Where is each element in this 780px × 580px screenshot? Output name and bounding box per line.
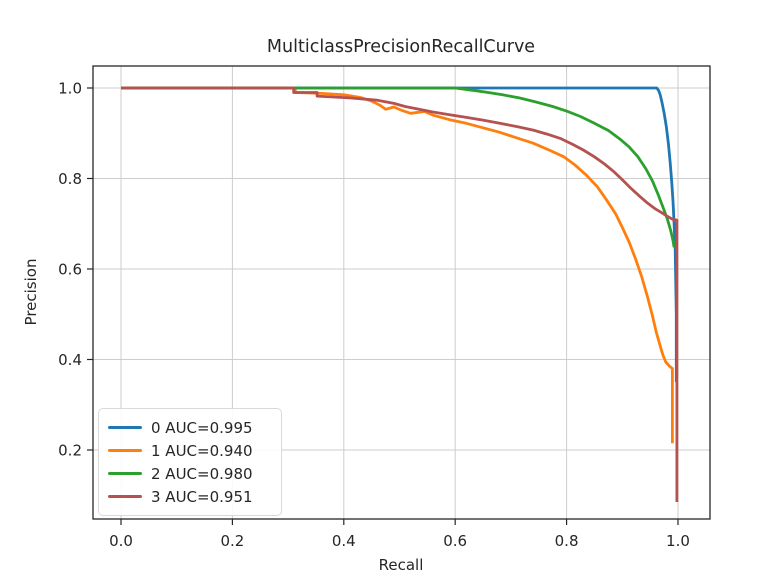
y-axis-label: Precision bbox=[22, 259, 40, 326]
legend-line-swatch bbox=[108, 425, 142, 430]
y-tick-label: 0.4 bbox=[58, 351, 82, 369]
legend-label: 2 AUC=0.980 bbox=[151, 464, 253, 483]
series-lines bbox=[121, 86, 679, 502]
x-axis-label: Recall bbox=[379, 556, 424, 574]
legend-line-swatch bbox=[108, 448, 142, 453]
axis-ticks: 0.0 0.2 0.4 0.6 0.8 1.0 0.2 0.4 0.6 0.8 1.0 bbox=[58, 79, 690, 550]
y-tick-label: 0.6 bbox=[58, 260, 82, 278]
legend-item-class-2: 2 AUC=0.980 bbox=[108, 462, 271, 485]
y-tick-label: 0.8 bbox=[58, 170, 82, 188]
x-tick-label: 0.6 bbox=[443, 532, 467, 550]
legend-label: 1 AUC=0.940 bbox=[151, 441, 253, 460]
x-tick-label: 1.0 bbox=[666, 532, 690, 550]
series-line-class-3 bbox=[121, 86, 679, 502]
series-line-class-1 bbox=[121, 86, 674, 444]
chart-title: MulticlassPrecisionRecallCurve bbox=[267, 37, 535, 57]
x-tick-label: 0.8 bbox=[555, 532, 579, 550]
y-tick-label: 0.2 bbox=[58, 441, 82, 459]
legend-item-class-0: 0 AUC=0.995 bbox=[108, 416, 271, 439]
legend-label: 3 AUC=0.951 bbox=[151, 487, 253, 506]
legend-line-swatch bbox=[108, 471, 142, 476]
legend-line-swatch bbox=[108, 494, 142, 499]
legend-item-class-3: 3 AUC=0.951 bbox=[108, 485, 271, 508]
legend-label: 0 AUC=0.995 bbox=[151, 418, 253, 437]
y-tick-label: 1.0 bbox=[58, 79, 82, 97]
series-line-class-0 bbox=[121, 86, 678, 383]
x-tick-label: 0.2 bbox=[220, 532, 244, 550]
x-tick-label: 0.4 bbox=[332, 532, 356, 550]
x-tick-label: 0.0 bbox=[109, 532, 133, 550]
legend-item-class-1: 1 AUC=0.940 bbox=[108, 439, 271, 462]
series-line-class-2 bbox=[121, 86, 676, 248]
legend-box: 0 AUC=0.995 1 AUC=0.940 2 AUC=0.980 3 AUC=0… bbox=[98, 408, 282, 516]
plot-border bbox=[92, 65, 711, 520]
